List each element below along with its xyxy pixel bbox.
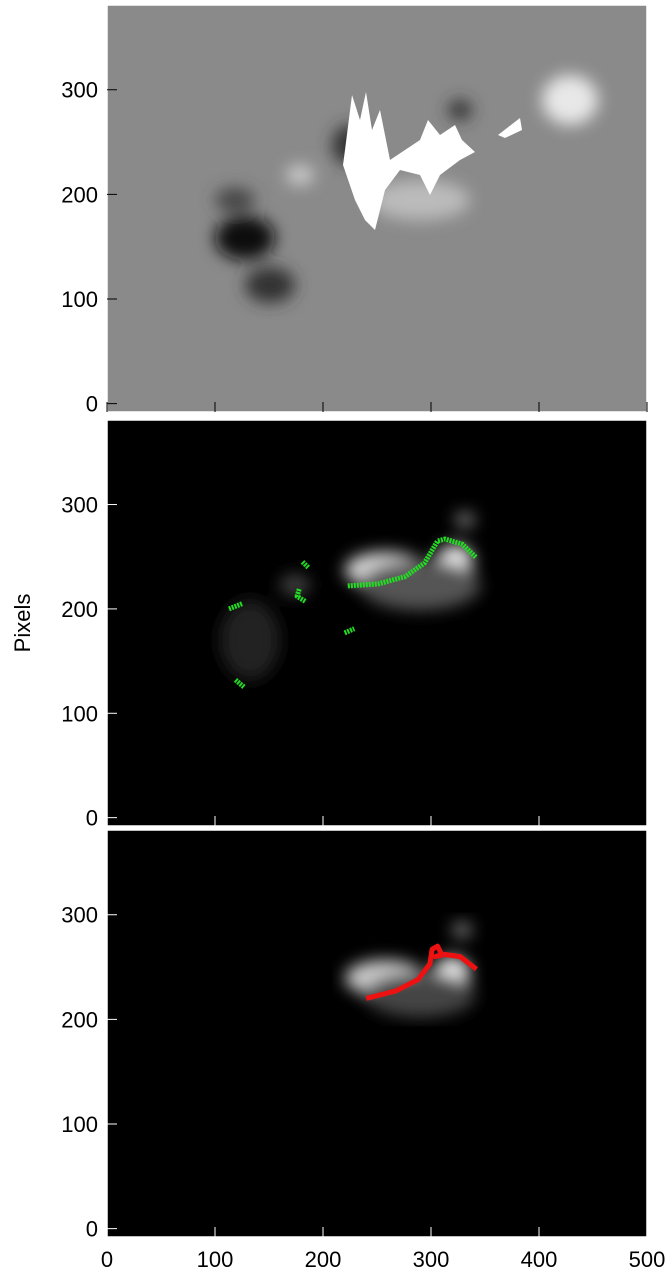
intensity-image [107,830,647,1237]
y-tick-label: 300 [61,903,98,928]
y-tick-label: 200 [61,597,98,622]
y-tick-label: 0 [86,806,98,831]
curve [365,943,478,1001]
frame [106,4,648,413]
magnetogram-image [107,5,647,412]
x-tick-label: 100 [197,1247,234,1272]
y-tick-label: 100 [61,287,98,312]
y-tick-label: 300 [61,78,98,103]
y-tick-label: 200 [61,182,98,207]
y-axis-label: Pixels [10,594,35,653]
x-tick-label: 0 [101,1247,113,1272]
intensity-image [107,420,647,826]
y-tick-label: 300 [61,493,98,518]
y-tick-label: 0 [86,1217,98,1242]
x-tick-label: 200 [305,1247,342,1272]
y-tick-label: 0 [86,392,98,417]
frame [106,829,648,1238]
x-tick-label: 300 [413,1247,450,1272]
y-tick-label: 200 [61,1007,98,1032]
curve [228,536,479,690]
y-tick-label: 100 [61,701,98,726]
frame [106,419,648,827]
y-tick-label: 100 [61,1112,98,1137]
x-tick-label: 400 [521,1247,558,1272]
x-tick-label: 500 [629,1247,666,1272]
